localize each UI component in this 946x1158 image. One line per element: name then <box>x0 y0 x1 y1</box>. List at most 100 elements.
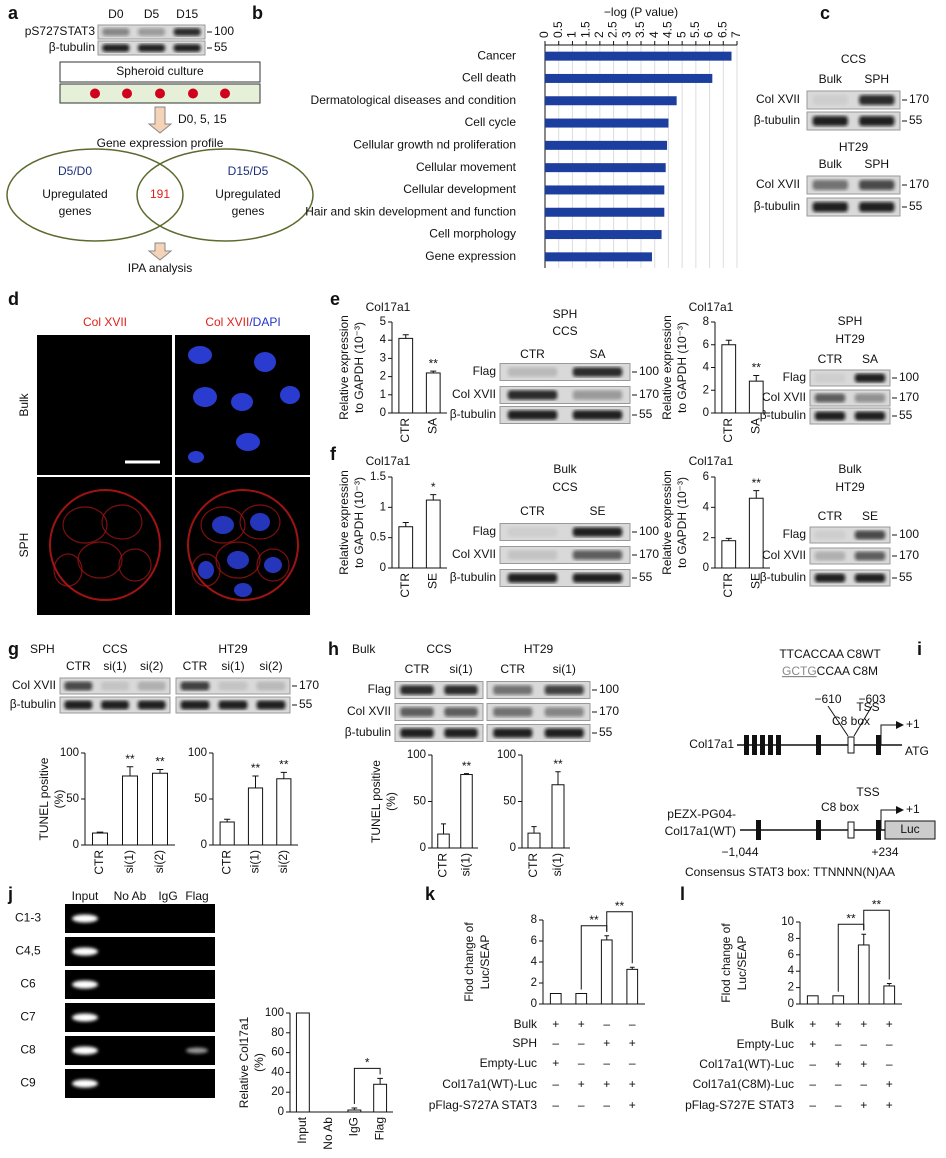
error-bar <box>126 766 134 776</box>
venn-circle <box>136 148 314 242</box>
blot-band <box>572 390 623 400</box>
label: Col XVII <box>756 92 800 106</box>
label: 100 <box>899 370 919 384</box>
bar <box>545 51 732 61</box>
label: β-tubulin <box>49 40 95 54</box>
y-tick-label: 60 <box>271 1047 284 1059</box>
blot-band <box>101 681 129 691</box>
condition-sign: + <box>603 1077 610 1091</box>
condition-label: Empty-Luc <box>480 1056 537 1070</box>
blot-band <box>544 728 584 738</box>
label: Col XVII <box>347 704 391 718</box>
label-part: /DAPI <box>249 315 280 329</box>
exon <box>816 820 821 840</box>
label: IgG <box>158 889 177 903</box>
label: CTR <box>520 347 545 361</box>
label: 170 <box>909 92 929 106</box>
condition-sign: – <box>603 1098 610 1112</box>
label: Bulk <box>819 72 843 86</box>
significance: ** <box>125 752 135 766</box>
y-axis-label: (%) <box>52 790 66 809</box>
y-tick-label: 2 <box>380 371 386 383</box>
condition-sign: + <box>629 1036 636 1050</box>
category-label: CTR <box>92 850 106 875</box>
bar <box>347 1109 362 1113</box>
blot-band <box>493 707 533 717</box>
panel-label: a <box>8 3 19 23</box>
label: GCTGCCAA C8M <box>782 664 878 678</box>
bar <box>575 993 588 1005</box>
exon <box>752 735 757 755</box>
condition-label: Empty-Luc <box>737 1037 794 1051</box>
error-bar <box>440 823 447 835</box>
nucleus <box>212 516 234 534</box>
condition-label: Bulk <box>771 1017 795 1031</box>
error-bar <box>402 334 409 339</box>
chart-title: Col17a1 <box>366 300 411 314</box>
label: Bulk <box>838 462 862 476</box>
condition-label: Col17a1(C8M)-Luc <box>693 1077 794 1091</box>
condition-sign: – <box>809 1077 816 1091</box>
label: Col XVII <box>83 315 127 329</box>
category-label: si(1) <box>248 850 262 873</box>
gel-band <box>72 1013 98 1022</box>
condition-sign: – <box>835 1077 842 1091</box>
blot-band <box>572 550 623 560</box>
category-label: No Ab <box>321 1117 335 1150</box>
panel-label: g <box>8 639 19 659</box>
x-tick-label: 7 <box>729 31 743 38</box>
label: CTR <box>818 352 843 366</box>
bar <box>545 230 662 240</box>
y-axis-label: Relative expression <box>660 470 674 575</box>
bar <box>545 118 669 128</box>
label: si(2) <box>259 659 282 673</box>
bar <box>295 1012 310 1113</box>
category-label: IgG <box>347 1117 361 1136</box>
condition-sign: – <box>809 1057 816 1071</box>
label: Bulk <box>819 157 843 171</box>
label: 100 <box>639 524 659 538</box>
label: Col XVII <box>762 390 806 404</box>
label: SE <box>589 504 605 518</box>
error-bar <box>351 1107 358 1111</box>
y-tick-label: 2 <box>703 532 709 544</box>
condition-sign: + <box>629 1098 636 1112</box>
label-part: GCTG <box>782 664 817 678</box>
bar <box>460 774 473 849</box>
venn-circle <box>6 148 184 242</box>
y-tick-label: 4 <box>703 362 710 374</box>
label: 55 <box>899 570 913 584</box>
panel-label: f <box>330 444 337 464</box>
bar <box>883 985 896 1005</box>
label: ATG <box>905 744 929 758</box>
error-bar <box>753 490 760 499</box>
y-tick-label: 50 <box>194 793 207 805</box>
y-axis-label: Luc/SEAP <box>735 936 749 991</box>
blot-band <box>180 700 210 710</box>
label: HT29 <box>524 642 554 656</box>
blot-band <box>814 530 846 540</box>
y-axis-label: to GAPDH (10⁻³) <box>352 322 366 413</box>
significance: ** <box>553 757 563 771</box>
error-bar <box>402 522 409 527</box>
bar <box>600 939 613 1005</box>
bar <box>425 499 441 569</box>
spheroid <box>122 88 132 99</box>
blot-band <box>173 44 201 52</box>
label: −610 <box>814 692 841 706</box>
y-tick-label: 100 <box>497 749 516 761</box>
label: 170 <box>639 547 659 561</box>
blot-band <box>180 681 210 691</box>
y-axis-label: to GAPDH (10⁻³) <box>675 477 689 568</box>
significance-bracket <box>353 1067 381 1105</box>
label: SPH <box>864 157 889 171</box>
label: β-tubulin <box>754 199 800 213</box>
blot-band <box>444 685 478 695</box>
label: IPA analysis <box>128 261 192 275</box>
y-tick-label: 8 <box>531 914 537 926</box>
bar <box>545 252 652 262</box>
label: CCS <box>841 52 866 66</box>
bar <box>748 380 764 414</box>
blot-band <box>444 707 478 717</box>
condition-sign: + <box>809 1017 816 1031</box>
